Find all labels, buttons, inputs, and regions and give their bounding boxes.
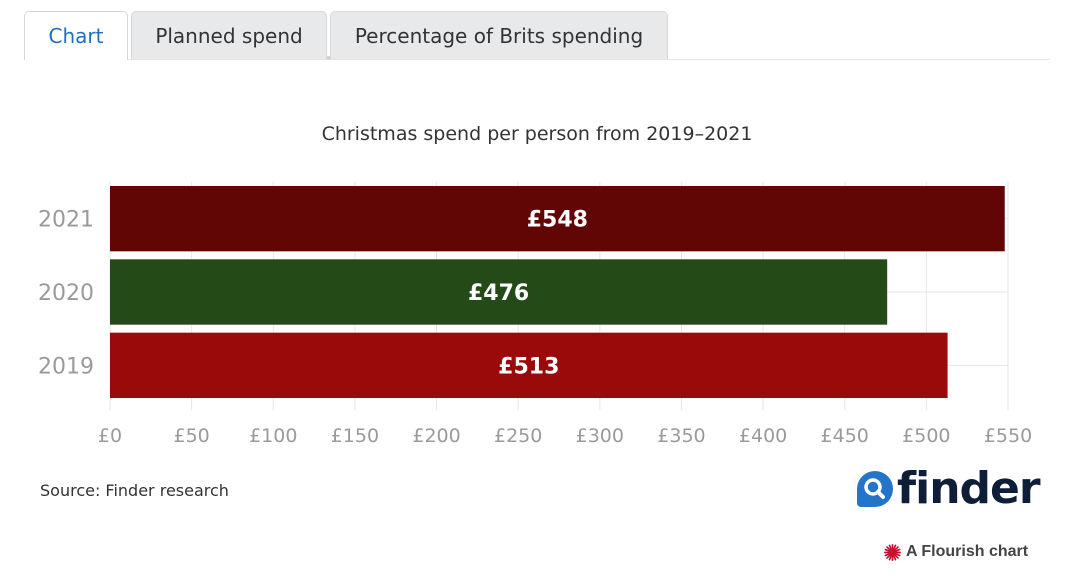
flourish-label: A Flourish chart [906,543,1029,560]
flourish-credit[interactable]: A Flourish chart [884,543,1028,561]
x-tick-label: £550 [984,425,1032,447]
bar-value-label: £513 [498,354,559,379]
bar-2019[interactable] [110,332,948,398]
bar-chart: Christmas spend per person from 2019–202… [38,123,1032,447]
x-tick-label: £200 [412,425,460,447]
bar-2021[interactable] [110,186,1005,252]
chart-title: Christmas spend per person from 2019–202… [322,123,753,145]
x-tick-label: £100 [249,425,297,447]
tab-bar: Chart Planned spend Percentage of Brits … [24,11,1050,60]
x-axis: £0 £50 £100 £150 £200 £250 £300 £350 £400 £450 £50… [98,425,1032,447]
tab-planned-spend[interactable]: Planned spend [131,11,327,59]
y-tick-label: 2021 [38,208,94,233]
y-axis: 2021 2020 2019 [38,208,94,380]
x-tick-label: £350 [657,425,705,447]
x-tick-label: £50 [174,425,210,447]
source-note: Source: Finder research [40,481,229,500]
tab-chart[interactable]: Chart [24,11,128,60]
x-tick-label: £0 [98,425,122,447]
x-tick-label: £250 [494,425,542,447]
x-tick-label: £150 [331,425,379,447]
x-tick-label: £500 [902,425,950,447]
chart-bars: £548 £476 £513 [110,186,1005,398]
tab-percentage-of-brits-spending[interactable]: Percentage of Brits spending [330,11,668,59]
bar-2020[interactable] [110,259,888,325]
x-tick-label: £400 [739,425,787,447]
y-tick-label: 2020 [38,281,94,306]
finder-wordmark: finder [897,463,1041,514]
finder-logo[interactable]: finder [857,462,1041,516]
bar-value-label: £548 [527,208,588,233]
finder-search-icon [857,471,893,507]
bar-value-label: £476 [468,281,529,306]
x-tick-label: £450 [821,425,869,447]
y-tick-label: 2019 [38,354,94,379]
flourish-burst-icon [884,543,901,561]
x-tick-label: £300 [576,425,624,447]
